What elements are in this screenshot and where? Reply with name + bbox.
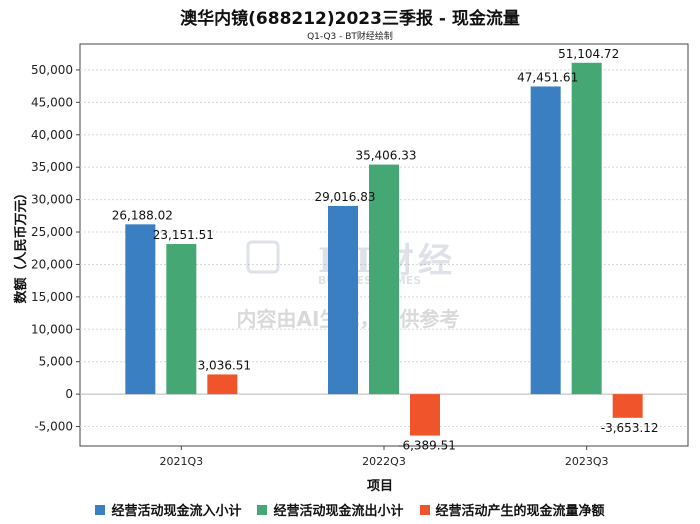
bar[interactable] [410,394,440,436]
data-label: 51,104.72 [558,47,619,61]
bar[interactable] [369,164,399,395]
y-tick-label: 10,000 [31,322,73,336]
data-label: 29,016.83 [314,190,375,204]
data-label: 47,451.61 [517,70,578,84]
legend-label: 经营活动产生的现金流量净额 [435,504,605,519]
data-label: 3,036.51 [198,358,251,372]
watermark-logo-icon [246,240,280,274]
y-tick-label: 5,000 [39,355,73,369]
legend-item[interactable]: 经营活动现金流出小计 [257,500,404,519]
legend-swatch [95,504,106,515]
legend-swatch [419,504,430,515]
bar[interactable] [125,224,156,395]
chart-title: 澳华内镜(688212)2023三季报 - 现金流量 [180,9,520,29]
data-label: 26,188.02 [112,208,173,222]
y-tick-label: 25,000 [31,225,73,239]
data-label: -6,389.51 [398,439,456,453]
y-axis-title: 数额（人民币万元） [13,186,29,303]
bar[interactable] [328,205,358,395]
y-tick-label: 20,000 [31,257,73,271]
bar[interactable] [166,244,197,395]
chart-subtitle: Q1-Q3 - BT财经绘制 [307,32,393,42]
legend-item[interactable]: 经营活动产生的现金流量净额 [419,500,605,519]
data-label: 23,151.51 [153,228,214,242]
legend-label: 经营活动现金流出小计 [273,504,404,519]
y-tick-label: 45,000 [31,95,73,109]
legend-swatch [257,504,268,515]
chart-legend: 经营活动现金流入小计 经营活动现金流出小计 经营活动产生的现金流量净额 [0,500,700,519]
legend-item[interactable]: 经营活动现金流入小计 [95,500,241,519]
x-tick-label: 2023Q3 [565,455,609,468]
y-tick-label: 15,000 [31,290,73,304]
x-axis-title: 项目 [367,479,393,494]
y-tick-label: 0 [65,387,73,401]
data-label: -3,653.12 [601,421,659,435]
y-tick-label: 40,000 [31,128,73,142]
legend-label: 经营活动现金流入小计 [111,504,242,519]
bar[interactable] [612,394,643,418]
data-label: 35,406.33 [355,149,416,163]
y-tick-label: -5,000 [34,420,73,434]
y-tick-label: 50,000 [31,63,73,77]
y-tick-label: 30,000 [31,193,73,207]
x-tick-label: 2022Q3 [362,455,406,468]
x-tick-label: 2021Q3 [160,455,204,468]
bar[interactable] [571,62,602,395]
y-tick-label: 35,000 [31,160,73,174]
bar[interactable] [530,86,561,395]
bar[interactable] [207,374,238,395]
